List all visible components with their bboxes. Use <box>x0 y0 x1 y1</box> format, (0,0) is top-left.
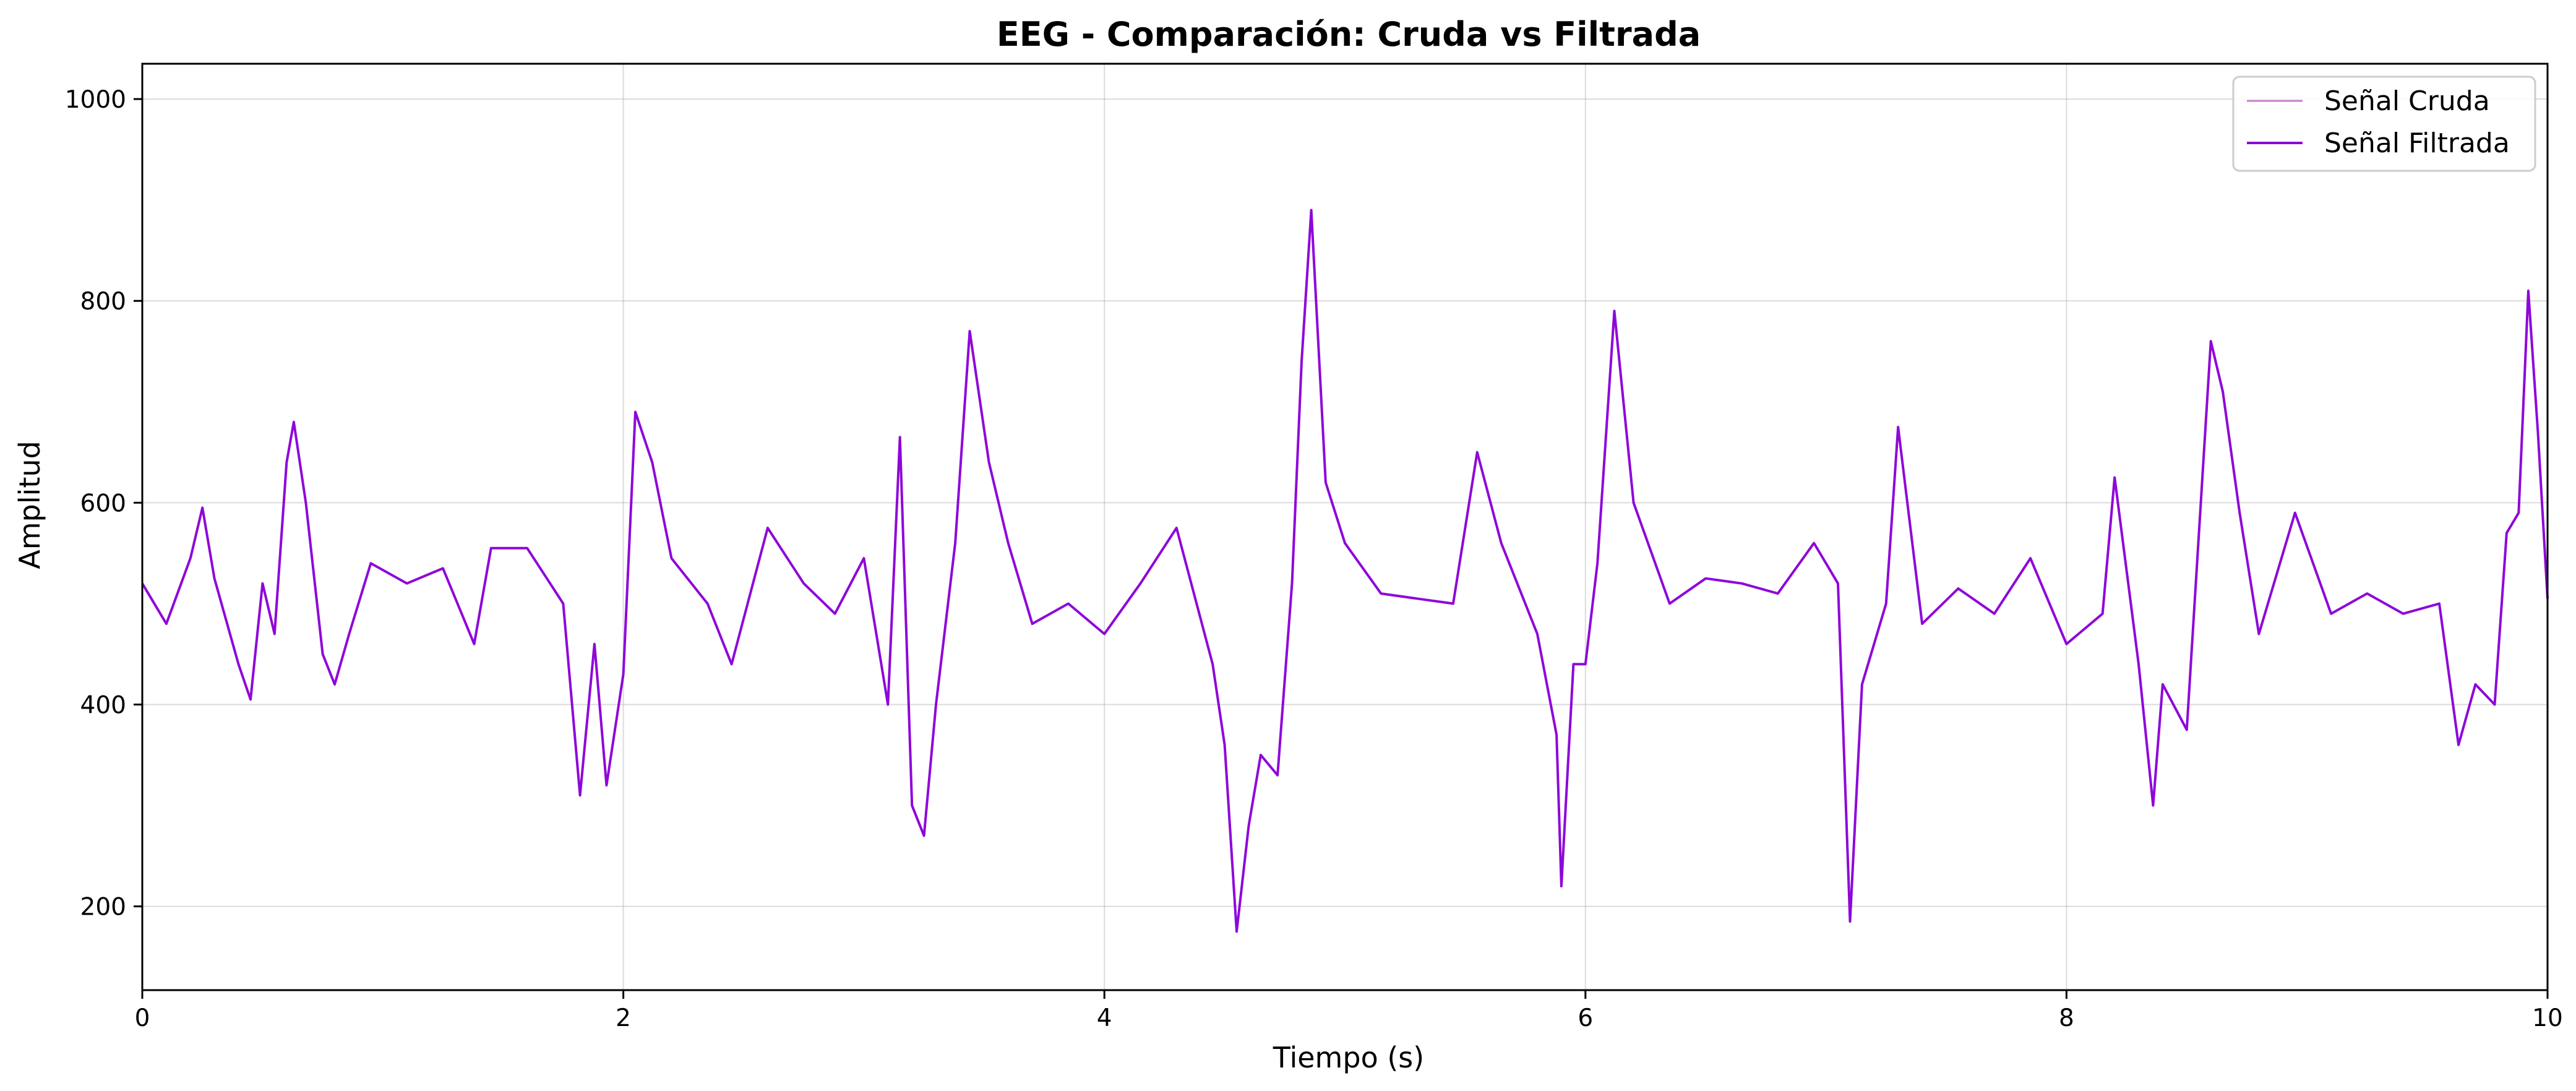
y-tick-label: 200 <box>80 894 126 921</box>
y-tick-label: 800 <box>80 288 126 316</box>
y-tick-label: 1000 <box>65 86 126 114</box>
series-line-filtered <box>141 209 2549 933</box>
x-axis-ticks: 0 2 4 6 8 10 <box>135 990 2563 1032</box>
chart-title: EEG - Comparación: Cruda vs Filtrada <box>997 15 1701 54</box>
y-axis-ticks: 200 400 600 800 1000 <box>65 86 142 921</box>
x-tick-label: 4 <box>1097 1004 1112 1032</box>
x-tick-label: 2 <box>616 1004 631 1032</box>
x-axis-label: Tiempo (s) <box>1273 1041 1424 1074</box>
y-axis-label: Amplitud <box>13 441 46 569</box>
legend-label-raw: Señal Cruda <box>2324 85 2490 117</box>
x-tick-label: 8 <box>2059 1004 2074 1032</box>
plot-frame <box>141 63 2549 991</box>
legend-label-filtered: Señal Filtrada <box>2324 127 2510 159</box>
y-tick-label: 400 <box>80 692 126 720</box>
legend-box <box>2232 75 2536 172</box>
legend: Señal Cruda Señal Filtrada <box>2232 75 2536 172</box>
series-layer <box>141 209 2549 933</box>
x-tick-label: 10 <box>2532 1004 2563 1032</box>
x-tick-label: 6 <box>1578 1004 1593 1032</box>
y-tick-label: 600 <box>80 489 126 517</box>
x-tick-label: 0 <box>135 1004 150 1032</box>
